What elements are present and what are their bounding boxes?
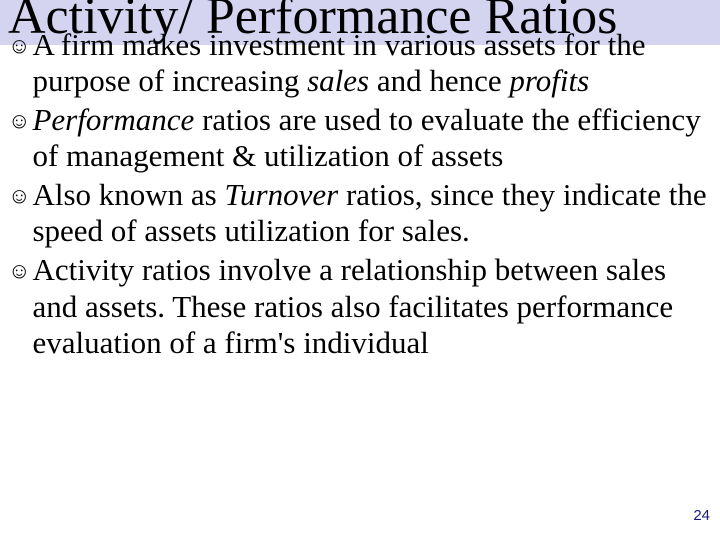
bullet-item: ☺ Activity ratios involve a relationship… <box>8 252 712 362</box>
bullet-item: ☺ Also known as Turnover ratios, since t… <box>8 177 712 250</box>
slide-body: ☺ A firm makes investment in various ass… <box>0 27 720 362</box>
bullet-text: Activity ratios involve a relationship b… <box>32 252 712 362</box>
bullet-text: Also known as Turnover ratios, since the… <box>32 177 712 250</box>
smiley-icon: ☺ <box>8 252 32 284</box>
bullet-item: ☺ A firm makes investment in various ass… <box>8 27 712 100</box>
smiley-icon: ☺ <box>8 102 32 134</box>
smiley-icon: ☺ <box>8 177 32 209</box>
bullet-item: ☺ Performance ratios are used to evaluat… <box>8 102 712 175</box>
text-run: and hence <box>369 63 509 98</box>
page-number: 24 <box>693 507 710 524</box>
text-run-italic: profits <box>509 63 589 98</box>
text-run: Also known as <box>32 177 224 212</box>
bullet-text: Performance ratios are used to evaluate … <box>32 102 712 175</box>
text-run-italic: Performance <box>32 102 194 137</box>
text-run-italic: Turnover <box>225 177 339 212</box>
smiley-icon: ☺ <box>8 27 32 59</box>
bullet-text: A firm makes investment in various asset… <box>32 27 712 100</box>
text-run: Activity ratios involve a relationship b… <box>32 252 673 360</box>
text-run-italic: sales <box>307 63 369 98</box>
